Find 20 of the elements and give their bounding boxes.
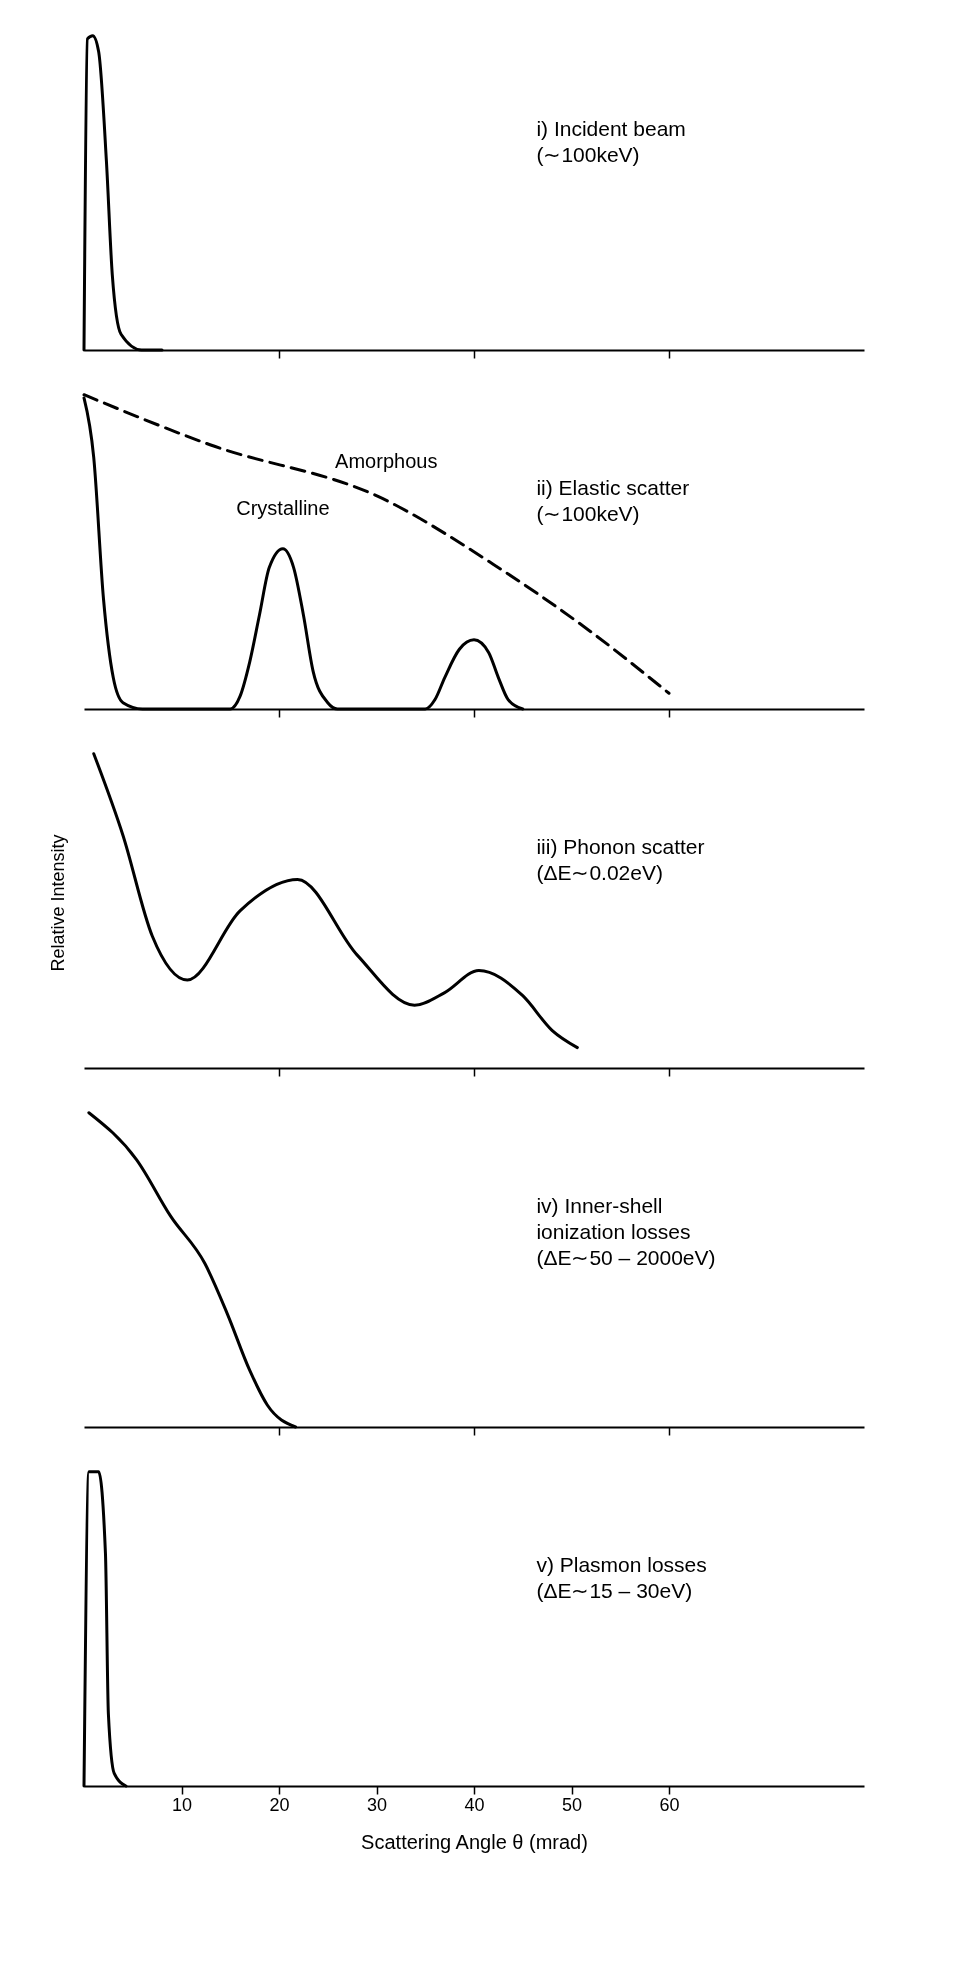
text: (ΔE∼0.02eV) — [536, 861, 663, 884]
text: iv) Inner-shell ionization losses — [536, 1194, 691, 1243]
x-tick-label: 30 — [366, 1794, 388, 1815]
x-axis-title: Scattering Angle θ (mrad) — [361, 1830, 588, 1853]
text: ii) Elastic scatter — [536, 476, 690, 499]
x-tick-label: 60 — [659, 1794, 680, 1815]
x-tick-label: 10 — [171, 1794, 193, 1815]
text: (∼100keV) — [536, 143, 640, 166]
text: (∼100keV) — [536, 502, 640, 525]
annotation: Amorphous — [335, 449, 438, 472]
text: (ΔE∼15 – 30eV) — [536, 1579, 693, 1602]
y-axis-title: Relative Intensity — [48, 834, 68, 972]
annotation: Crystalline — [236, 496, 330, 519]
x-tick-label: 20 — [269, 1794, 290, 1815]
x-tick-label: 40 — [464, 1794, 485, 1815]
text: v) Plasmon losses — [536, 1553, 707, 1576]
x-tick-label: 50 — [561, 1794, 583, 1815]
text: i) Incident beam — [536, 117, 686, 140]
text: (ΔE∼50 – 2000eV) — [536, 1246, 716, 1269]
text: iii) Phonon scatter — [536, 835, 705, 858]
